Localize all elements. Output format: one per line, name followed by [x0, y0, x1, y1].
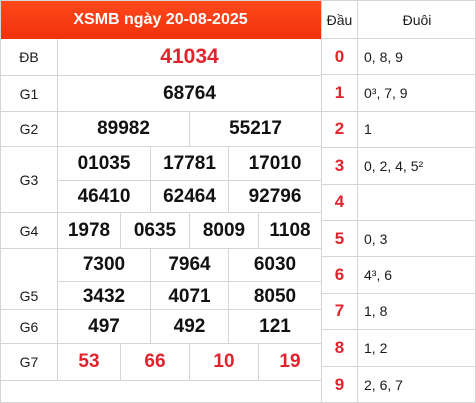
loto-tail: 0, 2, 4, 5² [364, 157, 424, 174]
loto-tail: 2, 6, 7 [364, 376, 403, 393]
prize-row-g3: G3 01035 17781 17010 46410 62464 92796 [0, 147, 321, 213]
prize-g2-value: 89982 [97, 118, 150, 139]
loto-head: 9 [322, 366, 358, 403]
loto-tail: 0, 8, 9 [364, 48, 403, 65]
prize-g7-value: 53 [78, 351, 100, 372]
prize-g7-value: 10 [213, 351, 235, 372]
prize-g5-value: 8050 [253, 286, 297, 307]
loto-row: 9 2, 6, 7 [322, 366, 476, 403]
prize-table: XSMB ngày 20-08-2025 ĐB 41034 G1 68764 G… [0, 0, 321, 403]
prize-row-g4: G4 1978 0635 8009 1108 [0, 213, 321, 249]
prize-g3-value: 17781 [163, 152, 216, 174]
prize-row-g1: G1 68764 [0, 76, 321, 112]
prize-g6-value: 121 [259, 315, 291, 337]
loto-tail: 1 [364, 121, 372, 138]
prize-label-g4: G4 [0, 213, 58, 248]
prize-g4-value: 1978 [67, 219, 111, 241]
prize-g6-value: 497 [88, 315, 120, 337]
loto-tail-label: Đuôi [402, 11, 432, 28]
loto-head: 4 [322, 184, 358, 220]
loto-tail: 1, 2 [364, 339, 388, 356]
prize-g5-value: 4071 [168, 286, 211, 307]
loto-header: Đầu Đuôi [322, 0, 476, 39]
loto-row: 3 0, 2, 4, 5² [322, 148, 476, 185]
prize-label-g7: G7 [0, 344, 58, 380]
prize-label-g1: G1 [0, 76, 58, 111]
prize-g5-value: 7300 [82, 254, 126, 275]
loto-tail: 4³, 6 [364, 267, 393, 284]
prize-g2-value: 55217 [229, 118, 282, 139]
prize-g7-value: 66 [144, 351, 166, 372]
prize-g7-value: 19 [279, 351, 301, 372]
loto-row: 7 1, 8 [322, 293, 476, 331]
prize-g1-value: 68764 [163, 82, 216, 104]
loto-tail: 0, 3 [364, 230, 388, 247]
prize-db-value: 41034 [160, 45, 219, 68]
prize-g4-value: 1108 [269, 219, 311, 241]
prize-g5-value: 3432 [82, 286, 126, 307]
prize-label-db: ĐB [0, 39, 58, 75]
loto-head: 1 [322, 75, 358, 111]
prize-g3-value: 01035 [77, 152, 131, 174]
prize-g6-value: 492 [173, 315, 206, 337]
loto-head: 5 [322, 221, 358, 257]
results-title: XSMB ngày 20-08-2025 [0, 0, 321, 39]
loto-head: 0 [322, 39, 358, 75]
loto-row: 8 1, 2 [322, 330, 476, 367]
loto-row: 4 [322, 184, 476, 221]
loto-table: Đầu Đuôi 0 0, 8, 9 1 0³, 7, 9 2 1 3 0, 2, 4, 5²… [321, 0, 476, 403]
loto-head: 7 [322, 293, 358, 330]
loto-head: 2 [322, 111, 358, 148]
prize-row-g2: G2 89982 55217 [0, 112, 321, 147]
loto-head: 3 [322, 148, 358, 184]
loto-row: 0 0, 8, 9 [322, 39, 476, 76]
prize-row-g7: G7 53 66 10 19 [0, 344, 321, 403]
prize-g4-value: 8009 [202, 219, 246, 241]
prize-label-g2: G2 [0, 112, 58, 146]
prize-label-g3: G3 [0, 147, 58, 212]
prize-g4-value: 0635 [133, 219, 177, 241]
loto-head: 8 [322, 330, 358, 366]
loto-head: 6 [322, 257, 358, 293]
loto-row: 6 4³, 6 [322, 257, 476, 294]
prize-row-db: ĐB 41034 [0, 39, 321, 76]
prize-g3-value: 46410 [77, 186, 131, 207]
loto-tail: 1, 8 [364, 303, 388, 320]
loto-row: 5 0, 3 [322, 221, 476, 258]
prize-row-g6: G6 497 492 121 [0, 309, 321, 344]
prize-g3-value: 92796 [248, 186, 302, 207]
loto-tail: 0³, 7, 9 [364, 85, 408, 102]
loto-row: 1 0³, 7, 9 [322, 75, 476, 112]
prize-g3-value: 62464 [163, 186, 216, 207]
prize-label-g6: G6 [0, 310, 58, 343]
loto-head-label: Đầu [322, 0, 358, 39]
prize-g5-value: 7964 [168, 254, 211, 275]
prize-g5-value: 6030 [253, 254, 297, 275]
prize-g3-value: 17010 [248, 152, 302, 174]
